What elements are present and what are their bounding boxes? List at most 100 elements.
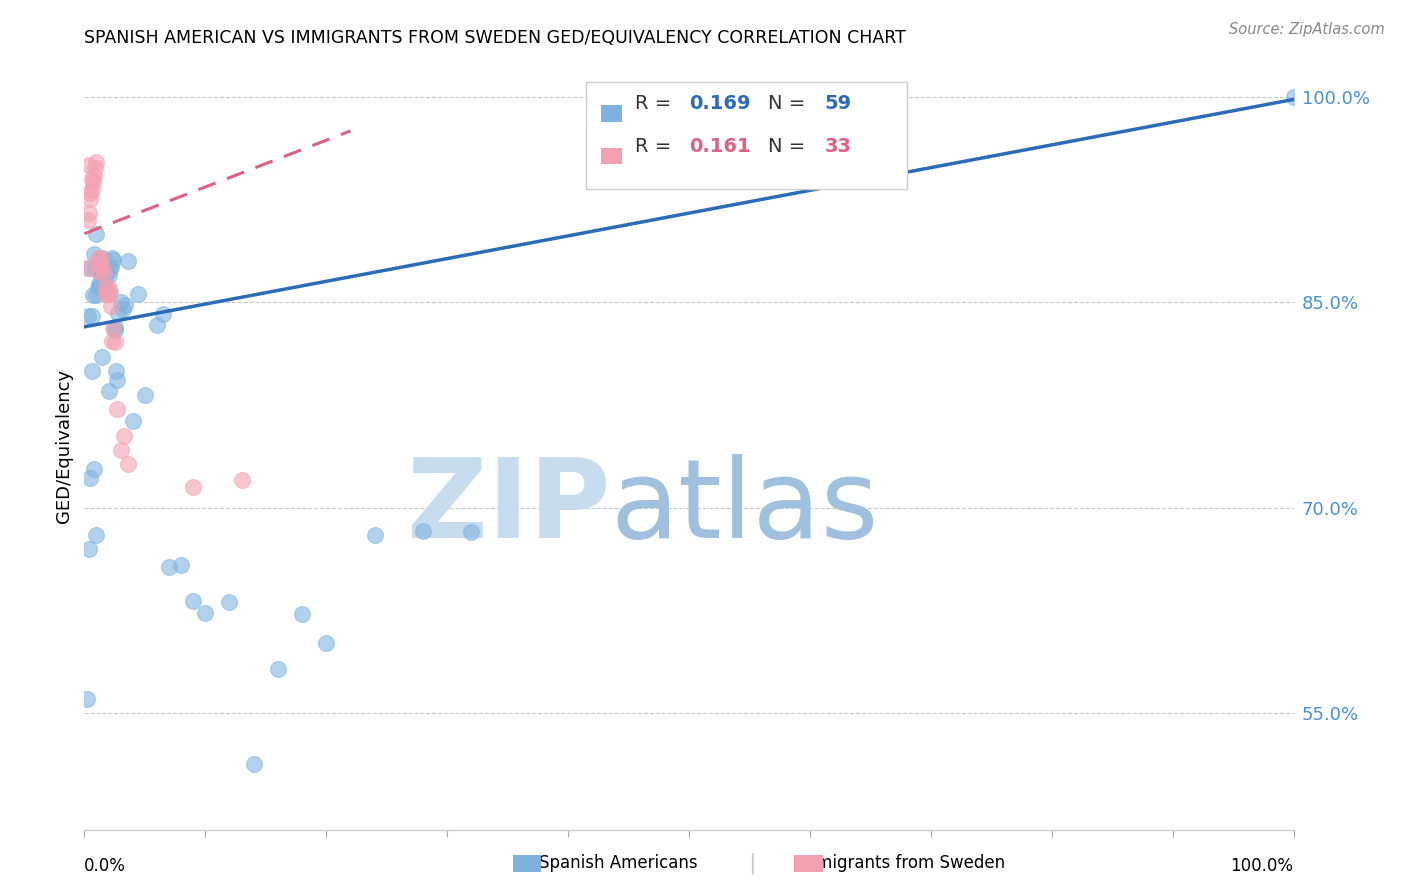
Point — [157, 559, 180, 574]
Point — [170, 558, 193, 573]
Point — [194, 606, 217, 620]
Point — [181, 594, 204, 608]
Text: |: | — [748, 853, 756, 874]
Point — [112, 301, 135, 316]
Point — [90, 252, 112, 266]
Point — [412, 524, 434, 538]
Point — [101, 252, 124, 266]
Point — [181, 480, 204, 494]
Point — [79, 260, 101, 275]
Point — [91, 260, 114, 274]
Point — [91, 350, 114, 364]
Point — [84, 260, 107, 275]
Text: 0.161: 0.161 — [689, 137, 751, 156]
Point — [82, 175, 104, 189]
FancyBboxPatch shape — [600, 148, 623, 164]
Point — [105, 373, 128, 387]
Point — [76, 260, 98, 275]
Point — [87, 277, 110, 292]
Point — [152, 308, 174, 322]
Text: N =: N = — [768, 137, 811, 156]
Point — [104, 364, 127, 378]
Point — [146, 318, 169, 333]
Point — [80, 309, 103, 323]
Point — [110, 295, 132, 310]
Point — [127, 287, 149, 301]
Text: Spanish Americans: Spanish Americans — [540, 855, 697, 872]
Point — [94, 281, 117, 295]
Point — [76, 692, 98, 706]
Point — [460, 525, 482, 540]
Text: 59: 59 — [824, 94, 852, 112]
Point — [117, 457, 139, 471]
Point — [93, 266, 115, 280]
Point — [97, 384, 120, 399]
Point — [117, 254, 139, 268]
Point — [80, 364, 103, 378]
Text: Source: ZipAtlas.com: Source: ZipAtlas.com — [1229, 22, 1385, 37]
Point — [91, 260, 114, 274]
Point — [94, 280, 117, 294]
Point — [77, 541, 100, 556]
Point — [96, 287, 118, 301]
Text: 100.0%: 100.0% — [1230, 857, 1294, 875]
Text: Immigrants from Sweden: Immigrants from Sweden — [794, 855, 1005, 872]
Point — [231, 473, 253, 487]
Point — [291, 607, 314, 622]
Point — [100, 260, 122, 274]
Point — [121, 414, 143, 428]
Point — [112, 429, 135, 443]
Point — [83, 462, 105, 476]
Point — [90, 268, 112, 282]
Point — [242, 756, 264, 771]
Point — [110, 443, 132, 458]
Point — [98, 260, 121, 275]
Point — [86, 155, 108, 169]
Point — [218, 595, 240, 609]
Point — [103, 252, 125, 267]
Point — [86, 227, 108, 241]
Point — [91, 252, 114, 266]
Point — [79, 193, 101, 207]
Bar — [586, 82, 907, 189]
Point — [97, 268, 120, 282]
Point — [77, 158, 100, 172]
Point — [101, 334, 124, 348]
Point — [98, 285, 121, 300]
Point — [96, 265, 118, 279]
Point — [80, 183, 103, 197]
Text: 0.0%: 0.0% — [84, 857, 127, 875]
Point — [89, 258, 111, 272]
Point — [104, 319, 127, 334]
Point — [89, 278, 111, 293]
Point — [94, 268, 117, 282]
Point — [86, 281, 108, 295]
Point — [86, 252, 108, 266]
Point — [86, 288, 108, 302]
Point — [104, 322, 127, 336]
Point — [80, 172, 103, 186]
Point — [267, 662, 290, 676]
Point — [97, 281, 120, 295]
Point — [87, 265, 110, 279]
Y-axis label: GED/Equivalency: GED/Equivalency — [55, 369, 73, 523]
Point — [114, 298, 136, 312]
Point — [363, 528, 385, 542]
Text: 0.169: 0.169 — [689, 94, 751, 112]
Point — [134, 388, 156, 402]
FancyBboxPatch shape — [600, 105, 623, 121]
Point — [94, 287, 117, 301]
Point — [77, 213, 100, 227]
Point — [100, 299, 122, 313]
Point — [83, 247, 105, 261]
Point — [97, 284, 120, 298]
Point — [86, 528, 108, 542]
Point — [103, 321, 125, 335]
Text: ZIP: ZIP — [406, 454, 610, 561]
Point — [84, 161, 107, 175]
Point — [1282, 89, 1305, 103]
Text: SPANISH AMERICAN VS IMMIGRANTS FROM SWEDEN GED/EQUIVALENCY CORRELATION CHART: SPANISH AMERICAN VS IMMIGRANTS FROM SWED… — [84, 29, 907, 47]
Point — [107, 306, 129, 320]
Point — [79, 470, 101, 484]
Point — [93, 275, 115, 289]
